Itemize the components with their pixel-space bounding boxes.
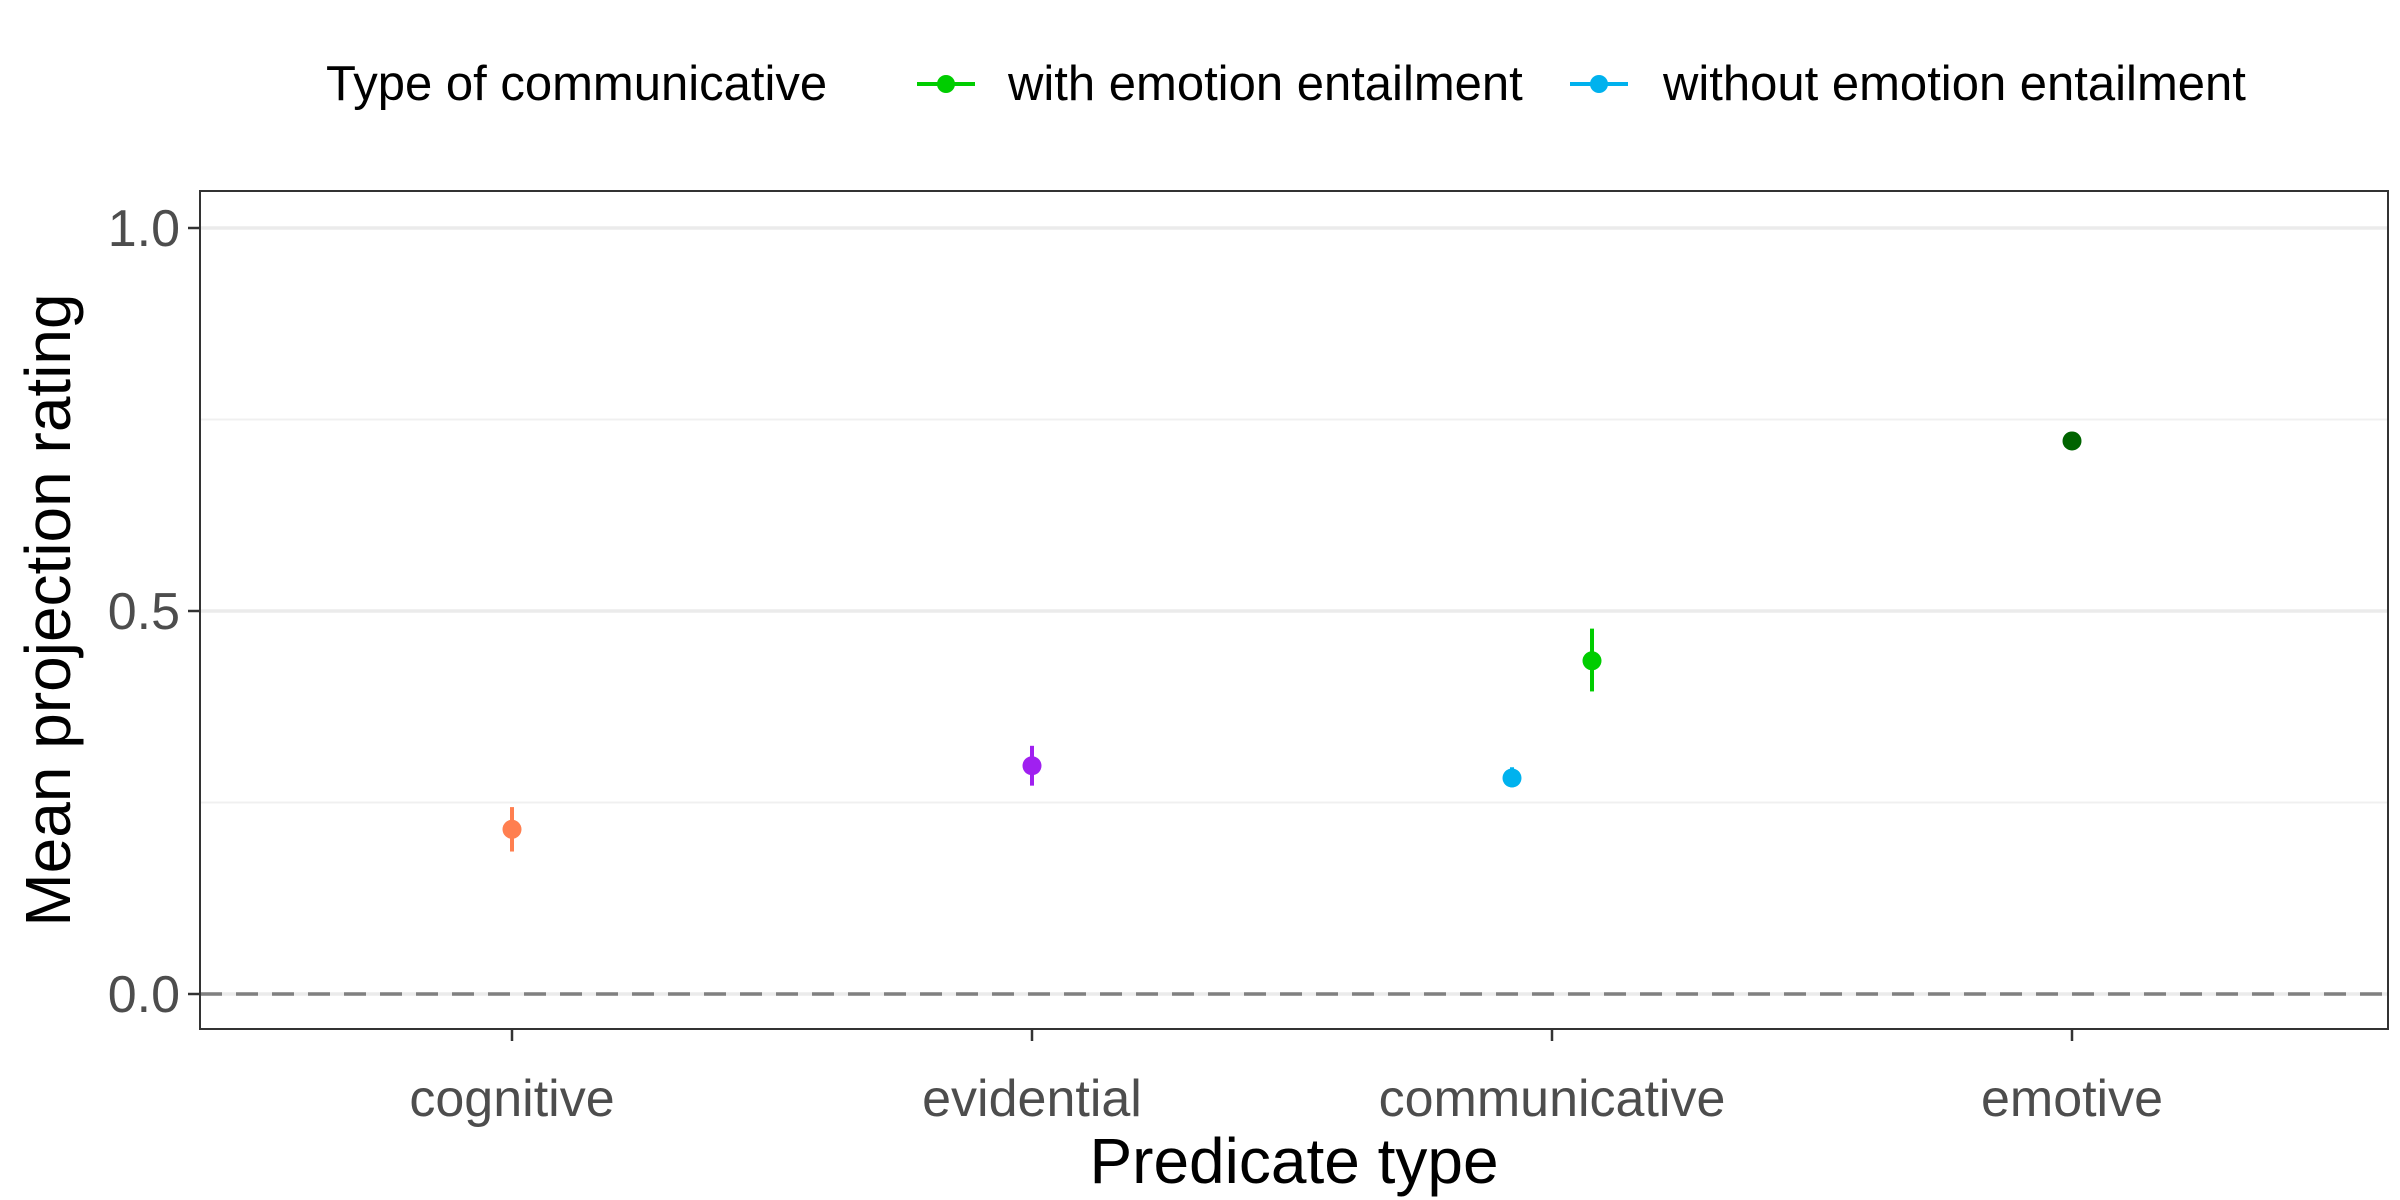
legend: Type of communicative with emotion entai…	[326, 57, 2246, 111]
point-range-communicative-with-emotion	[1582, 628, 1602, 692]
legend-key-without-emotion	[1570, 75, 1628, 93]
x-tick-label: emotive	[1981, 1070, 2163, 1128]
legend-label-with-emotion: with emotion entailment	[1007, 57, 1523, 111]
data-point	[502, 819, 522, 839]
y-axis: 0.0 0.5 1.0	[108, 200, 200, 1024]
legend-label-without-emotion: without emotion entailment	[1662, 57, 2246, 111]
data-marks	[502, 431, 2082, 852]
x-axis: cognitive evidential communicative emotive	[409, 1029, 2163, 1128]
x-tick-label: evidential	[922, 1070, 1142, 1128]
point-range-communicative-without-emotion	[1502, 767, 1522, 788]
data-point	[1022, 756, 1042, 776]
y-tick-label: 0.5	[108, 583, 180, 641]
point-range-evidential	[1022, 745, 1042, 786]
plot-panel	[199, 190, 2389, 1030]
point-range-emotive	[2062, 431, 2082, 451]
data-point	[1502, 768, 1522, 788]
x-tick-label: communicative	[1379, 1070, 1726, 1128]
legend-key-with-emotion	[917, 75, 975, 93]
data-point	[1582, 651, 1602, 671]
data-point	[2062, 431, 2082, 451]
y-tick-label: 1.0	[108, 200, 180, 258]
y-axis-title: Mean projection rating	[12, 293, 84, 926]
grid-lines	[200, 226, 2388, 996]
point-range-cognitive	[502, 807, 522, 852]
x-axis-title: Predicate type	[1089, 1125, 1498, 1197]
x-tick-label: cognitive	[409, 1070, 614, 1128]
legend-title: Type of communicative	[326, 57, 827, 111]
y-tick-label: 0.0	[108, 966, 180, 1024]
